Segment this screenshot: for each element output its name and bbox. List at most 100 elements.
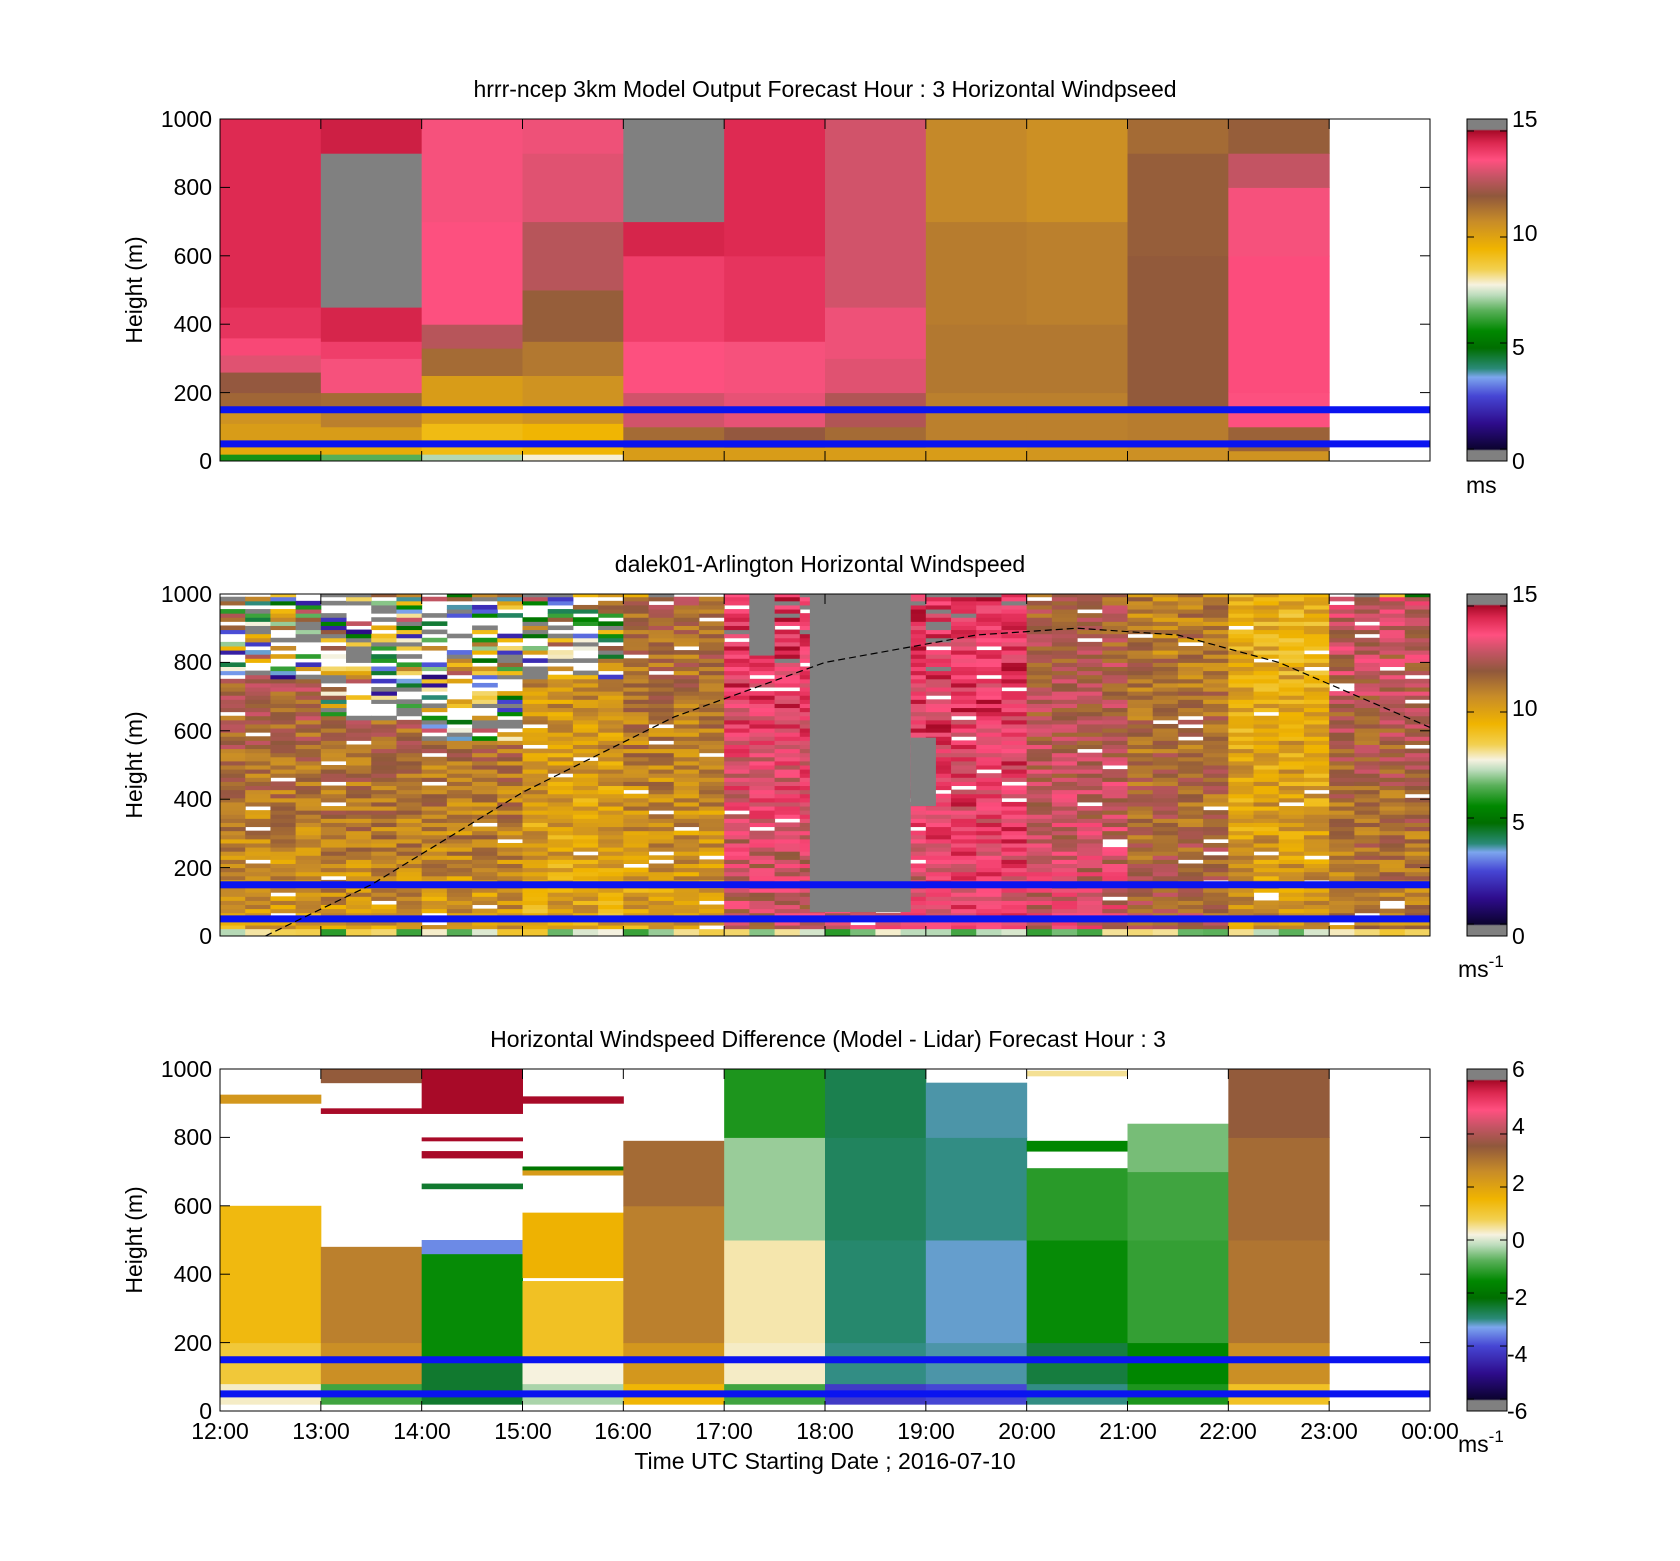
heatmap-cell [1051, 719, 1078, 725]
heatmap-cell [951, 604, 977, 610]
heatmap-cell [396, 908, 423, 914]
heatmap-cell [421, 834, 448, 840]
heatmap-cell [1303, 658, 1330, 663]
heatmap-cell [270, 687, 297, 692]
heatmap-cell [1329, 621, 1355, 626]
heatmap-cell [522, 221, 624, 291]
heatmap-cell [623, 666, 650, 672]
heatmap-cell [1228, 760, 1255, 766]
heatmap-cell [673, 769, 700, 774]
heatmap-cell [522, 715, 549, 721]
heatmap-cell [421, 703, 448, 709]
heatmap-cell [1203, 604, 1229, 610]
heatmap-cell [421, 769, 448, 774]
heatmap-cell [421, 773, 448, 778]
heatmap-cell [421, 929, 448, 936]
heatmap-cell [1404, 818, 1430, 823]
heatmap-cell [623, 842, 650, 848]
heatmap-cell [1404, 687, 1430, 692]
heatmap-cell [1077, 674, 1103, 680]
heatmap-cell [522, 847, 549, 852]
heatmap-cell [446, 888, 473, 893]
heatmap-cell [220, 1342, 322, 1385]
heatmap-cell [1077, 695, 1103, 700]
heatmap-cell [346, 847, 372, 852]
heatmap-cell [951, 674, 977, 680]
heatmap-cell [900, 904, 927, 910]
heatmap-cell [875, 912, 902, 918]
heatmap-cell [245, 617, 271, 622]
heatmap-cell [648, 625, 675, 631]
heatmap-cell [522, 650, 549, 655]
heatmap-cell [623, 904, 650, 910]
x-axis-label: Time UTC Starting Date ; 2016-07-10 [634, 1448, 1015, 1474]
heatmap-cell [1102, 662, 1128, 668]
heatmap-cell [1303, 703, 1330, 709]
heatmap-cell [371, 756, 397, 762]
heatmap-cell [1354, 888, 1381, 893]
heatmap-cell [1177, 847, 1204, 852]
heatmap-cell [1303, 740, 1330, 745]
heatmap-cell [547, 594, 574, 598]
heatmap-cell [648, 773, 675, 778]
heatmap-cell [1329, 810, 1355, 815]
heatmap-cell [295, 781, 322, 787]
heatmap-cell [1077, 814, 1103, 819]
heatmap-cell [1354, 830, 1381, 836]
heatmap-cell [1253, 900, 1280, 906]
heatmap-cell [1127, 773, 1154, 778]
heatmap-cell [421, 1253, 523, 1361]
heatmap-cell [472, 594, 498, 598]
heatmap-cell [522, 814, 549, 819]
heatmap-cell [270, 875, 297, 881]
heatmap-cell [1379, 674, 1406, 680]
heatmap-cell [320, 728, 347, 733]
heatmap-cell [875, 925, 902, 930]
heatmap-cell [925, 662, 952, 668]
heatmap-cell [346, 793, 372, 799]
heatmap-cell [724, 654, 750, 659]
heatmap-cell [547, 740, 574, 745]
heatmap-cell [220, 765, 246, 770]
heatmap-cell [320, 920, 347, 926]
heatmap-cell [1203, 900, 1229, 906]
heatmap-cell [673, 760, 700, 766]
heatmap-cell [270, 600, 297, 606]
heatmap-cell [1051, 625, 1078, 631]
heatmap-cell [1127, 609, 1154, 614]
heatmap-cell [724, 925, 750, 930]
heatmap-cell [1379, 929, 1406, 936]
heatmap-cell [976, 641, 1002, 647]
heatmap-cell [270, 609, 297, 614]
heatmap-cell [270, 719, 297, 725]
heatmap-cell [900, 629, 927, 635]
heatmap-cell [522, 851, 549, 856]
heatmap-cell [1354, 682, 1381, 688]
heatmap-cell [623, 765, 650, 770]
heatmap-cell [1001, 748, 1028, 754]
heatmap-cell [1253, 736, 1280, 741]
heatmap-cell [547, 650, 574, 655]
heatmap-cell [724, 1240, 826, 1344]
heatmap-cell [245, 600, 271, 606]
heatmap-cell [1127, 875, 1154, 881]
heatmap-cell [976, 604, 1002, 610]
heatmap-cell [421, 1137, 523, 1142]
heatmap-cell [1152, 760, 1179, 766]
heatmap-cell [1203, 736, 1229, 741]
heatmap-cell [472, 847, 498, 852]
heatmap-cell [547, 765, 574, 770]
heatmap-cell [698, 859, 725, 864]
heatmap-cell [976, 904, 1002, 910]
heatmap-cell [472, 637, 498, 643]
heatmap-cell [346, 756, 372, 762]
heatmap-cell [572, 674, 599, 680]
heatmap-cell [1026, 842, 1053, 848]
heatmap-cell [472, 888, 498, 893]
heatmap-cell [1102, 658, 1128, 663]
heatmap-cell [673, 596, 700, 602]
heatmap-cell [446, 740, 473, 745]
heatmap-cell [976, 728, 1002, 733]
heatmap-cell [623, 810, 650, 815]
heatmap-cell [220, 925, 246, 930]
